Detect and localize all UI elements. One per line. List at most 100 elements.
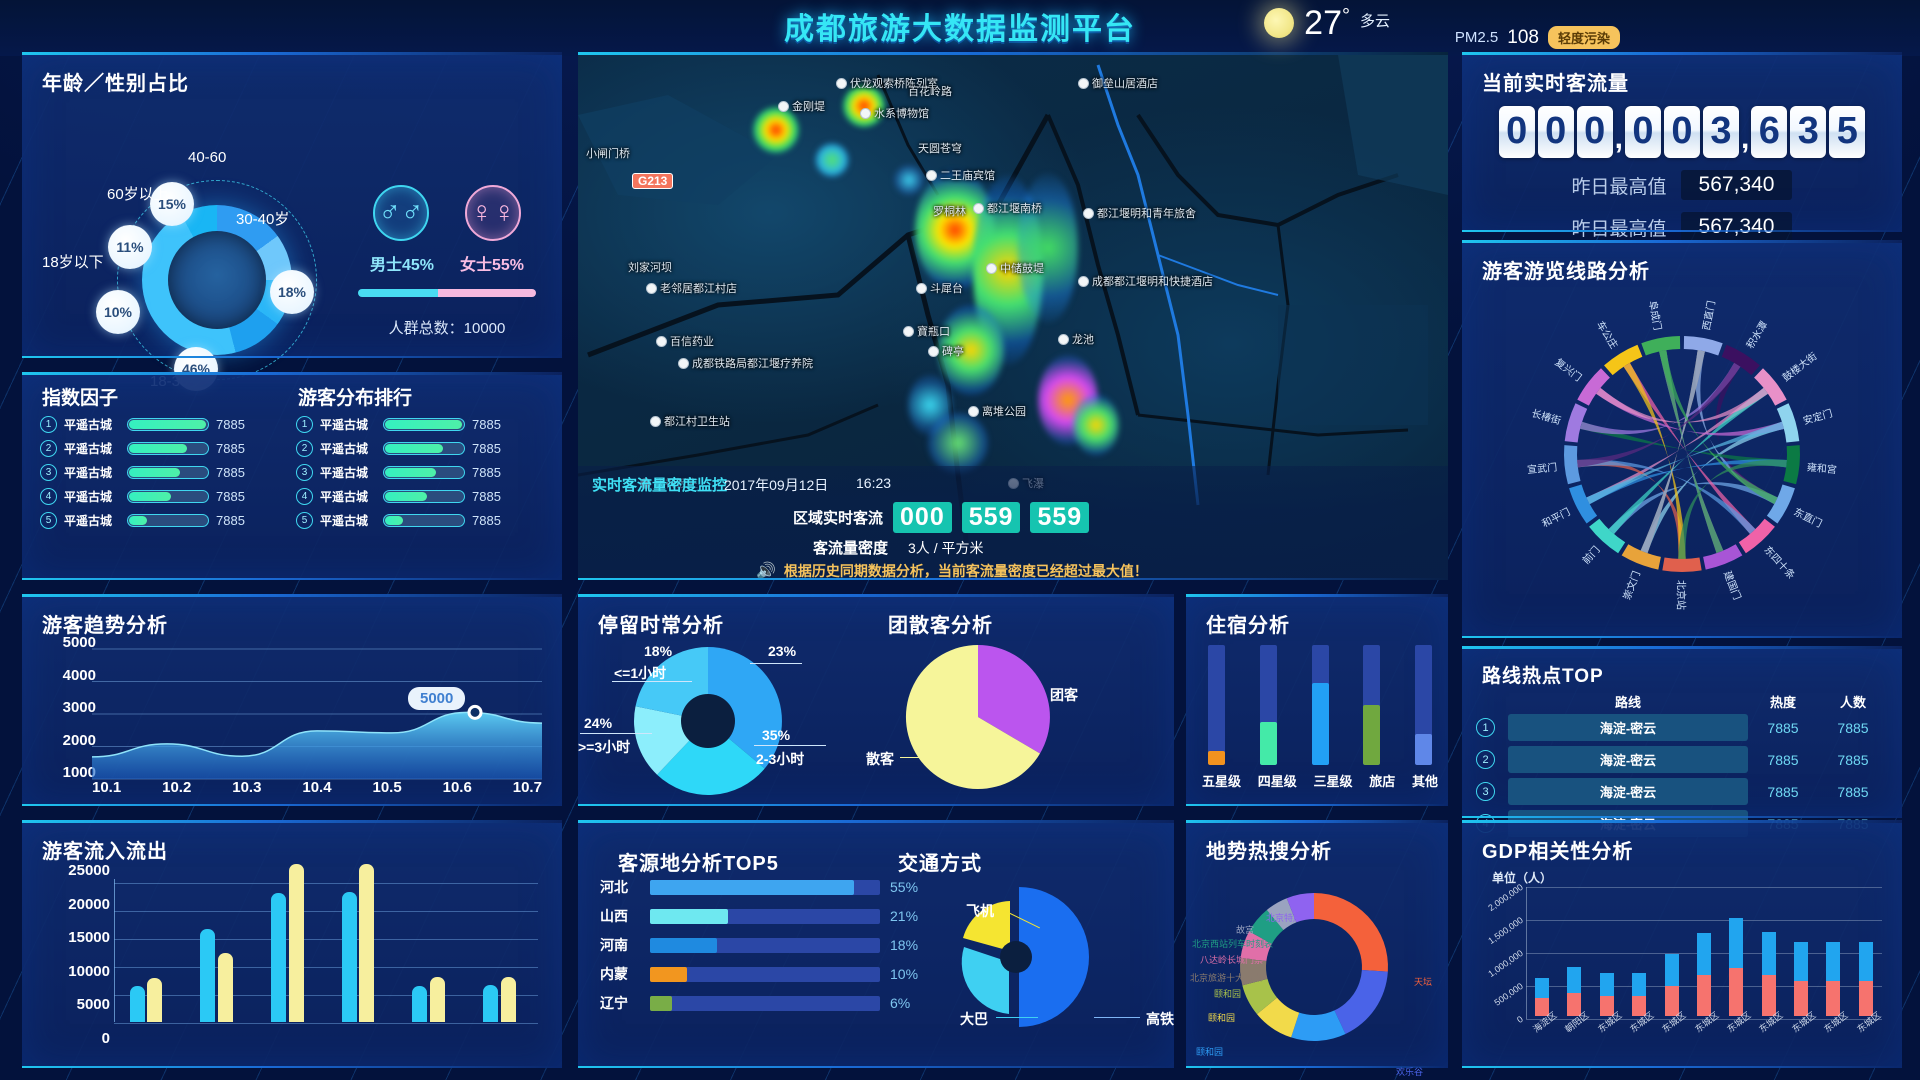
table-row[interactable]: 2 海淀-密云 7885 7885 xyxy=(1462,746,1902,773)
geo-hotsearch-panel: 地势热搜分析 天坛 欢乐谷 颐和园 颐和园 颐和园 北京旅游十大景点 八达岭长城门票 北京西站… xyxy=(1186,820,1448,1077)
rank-name: 平遥古城 xyxy=(320,490,369,504)
route-top-panel: 路线热点TOP 路线 热度 人数 1 海淀-密云 7885 7885 2 海淀-… xyxy=(1462,646,1902,837)
rank-value: 7885 xyxy=(472,441,501,456)
chord-ribbon xyxy=(1596,387,1768,423)
map-canvas[interactable]: G213 小闸门桥 金刚堤 水系博物馆 伏龙观索桥陈列室 御垒山居酒店 天圆苍穹… xyxy=(578,55,1448,580)
rank-name: 平遥古城 xyxy=(64,418,113,432)
route-col-heat: 热度 xyxy=(1769,695,1796,710)
trend-xtick: 10.5 xyxy=(372,779,402,796)
rank-row: 2 平遥古城 7885 xyxy=(296,440,548,457)
hotel-xtick: 三星级 xyxy=(1313,774,1353,789)
inout-bar xyxy=(147,977,163,1022)
source-title: 客源地分析TOP5 xyxy=(618,853,779,875)
age-gender-panel: 年龄／性别占比 11% 15% 10% 18% 46% 60岁以上 40-60 … xyxy=(22,52,562,391)
trend-xtick: 10.4 xyxy=(302,779,332,796)
route-name: 海淀-密云 xyxy=(1508,746,1748,773)
inout-ytick: 10000 xyxy=(68,962,110,980)
chord-node xyxy=(1683,336,1723,356)
transport-title: 交通方式 xyxy=(898,853,982,875)
yesterday-value: 567,340 xyxy=(1680,170,1793,200)
leader-line xyxy=(754,745,826,746)
route-heat: 7885 xyxy=(1767,783,1799,800)
duration-group-panel: 停留时常分析 团散客分析 18% <=1小时 23% 35% 2-3小时 24%… xyxy=(578,594,1174,806)
gdp-ytick: 1,500,000 xyxy=(1486,914,1525,947)
map-label: 都江堰南桥 xyxy=(973,200,1042,216)
temperature-number: 27 xyxy=(1304,4,1342,42)
source-percent: 6% xyxy=(890,995,911,1011)
age-label-40-60: 40-60 xyxy=(188,149,227,166)
rank-row: 5 平遥古城 7885 xyxy=(296,512,548,529)
rank-value: 7885 xyxy=(216,513,245,528)
leader-line xyxy=(612,681,692,682)
overlay-flow-digit: 000 xyxy=(893,502,952,533)
rank-number: 2 xyxy=(40,440,57,457)
trend-xtick: 10.3 xyxy=(232,779,262,796)
source-bar xyxy=(650,937,880,953)
leader-line xyxy=(1094,1017,1140,1018)
hotel-bar xyxy=(1311,645,1329,765)
leader-line xyxy=(996,1017,1038,1018)
rank-bar xyxy=(127,490,209,503)
trend-xtick: 10.1 xyxy=(92,779,122,796)
sun-icon xyxy=(1264,8,1295,38)
rank-bar xyxy=(127,514,209,527)
accommodation-x-axis: 五星级 四星级 三星级 旅店 其他 xyxy=(1202,771,1438,790)
chord-node-label: 宣武门 xyxy=(1526,462,1558,476)
gridline xyxy=(114,995,538,996)
chord-node xyxy=(1662,557,1702,572)
overlay-warning-text: 根据历史同期数据分析，当前客流量密度已经超过最大值！ xyxy=(783,563,1148,579)
donut-hole xyxy=(168,231,266,329)
group-label-tour: 团客 xyxy=(1050,687,1078,703)
population-total: 人群总数：10000 xyxy=(388,320,506,337)
gdp-bar xyxy=(1793,942,1808,1016)
age-bubble-60plus: 11% xyxy=(108,225,152,269)
source-percent: 18% xyxy=(890,937,919,953)
chord-node xyxy=(1776,403,1800,443)
gdp-bar xyxy=(1567,966,1582,1016)
overlay-density-row: 客流量密度 3人 / 平方米 xyxy=(813,537,983,558)
inout-bar xyxy=(270,893,286,1022)
map-label: 中储鼓堤 xyxy=(986,260,1044,276)
gridline xyxy=(1526,920,1882,921)
odometer-digit: 3 xyxy=(1790,106,1827,158)
rank-name: 平遥古城 xyxy=(320,442,369,456)
odometer-comma: , xyxy=(1741,122,1750,155)
source-percent: 21% xyxy=(890,908,919,924)
duration-label-gte3h: >=3小时 xyxy=(578,739,631,755)
chord-node xyxy=(1604,344,1643,376)
gdp-ytick: 2,000,000 xyxy=(1486,881,1525,914)
geo-slice xyxy=(1314,893,1388,972)
rank-value: 7885 xyxy=(472,513,501,528)
accommodation-panel: 住宿分析 五星级 四星级 三星级 旅店 其他 xyxy=(1186,594,1448,806)
rank-number: 4 xyxy=(40,488,57,505)
source-bar xyxy=(650,908,880,924)
gdp-bar xyxy=(1664,954,1679,1016)
inout-plot xyxy=(114,864,538,1024)
map-panel[interactable]: G213 小闸门桥 金刚堤 水系博物馆 伏龙观索桥陈列室 御垒山居酒店 天圆苍穹… xyxy=(578,52,1448,580)
rank-row: 4 平遥古城 7885 xyxy=(40,488,292,505)
inout-ytick: 20000 xyxy=(68,895,110,913)
trend-title: 游客趋势分析 xyxy=(42,615,168,637)
leader-line xyxy=(1010,693,1044,694)
inout-bar xyxy=(200,928,216,1022)
rank-number: 4 xyxy=(296,488,313,505)
accommodation-title: 住宿分析 xyxy=(1206,615,1290,637)
table-row[interactable]: 1 海淀-密云 7885 7885 xyxy=(1462,714,1902,741)
map-label: 小闸门桥 xyxy=(586,148,630,160)
transport-label-train: 高铁 xyxy=(1146,1011,1174,1027)
chord-title: 游客游览线路分析 xyxy=(1482,261,1650,283)
map-label: 百花岭路 xyxy=(908,86,952,98)
map-label: 碑亭 xyxy=(928,343,964,359)
route-col-people: 人数 xyxy=(1839,695,1866,710)
gdp-bar xyxy=(1696,932,1711,1016)
gdp-bar xyxy=(1826,942,1841,1016)
chord-node xyxy=(1577,368,1610,406)
male-icon: ♂♂ xyxy=(373,185,429,241)
poi-marker-icon xyxy=(926,169,937,181)
weather-widget: 27° 多云 xyxy=(1264,6,1390,40)
poi-marker-icon xyxy=(860,107,871,119)
table-row[interactable]: 3 海淀-密云 7885 7885 xyxy=(1462,778,1902,805)
rank-bar xyxy=(127,442,209,455)
chord-node xyxy=(1703,544,1743,570)
route-table-header: 路线 热度 人数 xyxy=(1462,688,1902,714)
